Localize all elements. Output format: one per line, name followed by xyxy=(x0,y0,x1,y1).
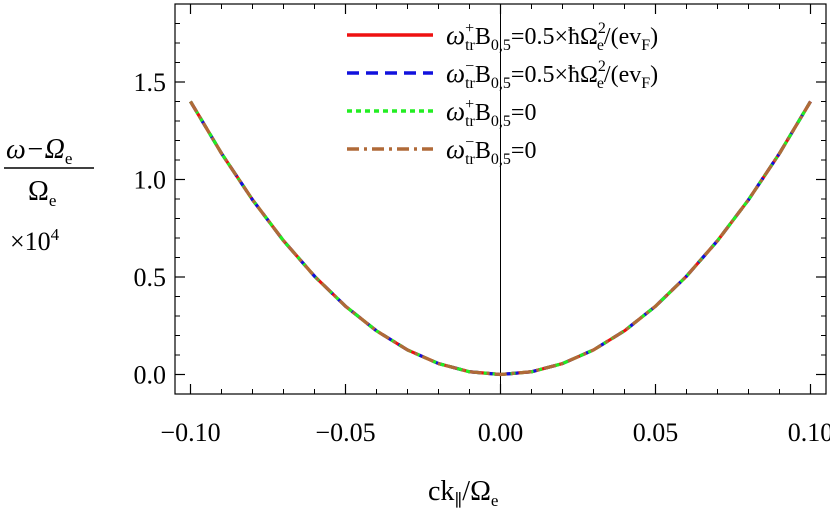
legend-text-part: =0 xyxy=(511,138,537,164)
legend-text-part: ω xyxy=(446,58,465,88)
svg-text:Ωe: Ωe xyxy=(28,176,56,210)
y-tick-label: 1.5 xyxy=(134,68,167,97)
svg-text:ω−Ωe: ω−Ωe xyxy=(6,134,72,168)
y-label-denominator-sub: e xyxy=(49,191,57,210)
legend-entry-3: ω+ trB0,5=0 xyxy=(446,96,536,130)
legend-text-part: 2 xyxy=(598,58,606,75)
legend-text-part: 2 xyxy=(598,20,606,37)
legend-text-part: ) xyxy=(650,62,658,88)
legend-text-part: − xyxy=(465,58,474,75)
legend-entry-2: ω− trB0,5=0.5×ħΩ2 e/(evF) xyxy=(446,58,658,92)
legend-text-part: + xyxy=(465,96,474,113)
legend-text-part: F xyxy=(641,75,650,92)
legend-text-part: B xyxy=(475,62,491,88)
series-line-4 xyxy=(189,100,812,377)
x-axis-label: ck∥/Ωe xyxy=(428,476,498,510)
legend-text-part: ) xyxy=(650,24,658,50)
x-label-main: ck xyxy=(428,476,454,507)
y-tick-label: 1.0 xyxy=(134,166,167,195)
legend-text-part: B xyxy=(475,24,491,50)
x-tick-label: −0.10 xyxy=(160,418,220,447)
y-tick-label: 0.5 xyxy=(134,263,167,292)
svg-text:×104: ×104 xyxy=(10,225,60,256)
y-label-denominator: Ω xyxy=(28,176,49,207)
legend-text-part: 0,5 xyxy=(491,113,511,130)
x-label-sub2: e xyxy=(491,491,499,510)
legend-text-part: 0,5 xyxy=(491,75,511,92)
legend-text-part: tr xyxy=(465,151,475,168)
legend-text-part: tr xyxy=(465,75,475,92)
legend-text-part: e xyxy=(597,75,604,92)
series-group xyxy=(189,100,812,377)
legend-text-part: 0,5 xyxy=(491,37,511,54)
y-label-scale: ×10 xyxy=(10,227,51,256)
ticks: −0.10 −0.05 0.00 0.05 0.10 0.0 0.5 1.0 1.5 xyxy=(134,4,830,447)
legend-text-part: B xyxy=(475,100,491,126)
legend-text-part: F xyxy=(641,37,650,54)
x-label-slash: /Ω xyxy=(462,476,491,507)
legend-text-part: tr xyxy=(465,113,475,130)
legend-text-part: ω xyxy=(446,96,465,126)
x-tick-label: −0.05 xyxy=(315,418,375,447)
x-tick-label: 0.10 xyxy=(788,418,830,447)
legend: ω+ trB0,5=0.5×ħΩ2 e/(evF)ω− trB0,5=0.5×ħΩ2 e… xyxy=(347,20,658,168)
y-tick-label: 0.0 xyxy=(134,361,167,390)
legend-text-part: =0 xyxy=(511,100,537,126)
legend-text-part: ω xyxy=(446,134,465,164)
legend-text-part: 0,5 xyxy=(491,151,511,168)
legend-entry-1: ω+ trB0,5=0.5×ħΩ2 e/(evF) xyxy=(446,20,658,54)
x-label-sub: ∥ xyxy=(454,491,462,510)
legend-text-part: ω xyxy=(446,20,465,50)
svg-text:ck∥/Ωe: ck∥/Ωe xyxy=(428,476,498,510)
legend-text-part: − xyxy=(465,134,474,151)
legend-text-part: =0.5×ħΩ xyxy=(511,24,598,50)
legend-text-part: tr xyxy=(465,37,475,54)
legend-text-part: B xyxy=(475,138,491,164)
legend-entry-4: ω− trB0,5=0 xyxy=(446,134,536,168)
y-label-numerator: ω−Ω xyxy=(6,134,65,165)
legend-text-part: /(ev xyxy=(604,62,641,88)
legend-text-part: e xyxy=(597,37,604,54)
x-tick-label: 0.00 xyxy=(478,418,524,447)
x-tick-label: 0.05 xyxy=(633,418,679,447)
legend-text-part: =0.5×ħΩ xyxy=(511,62,598,88)
y-axis-label: ω−Ωe Ωe ×104 xyxy=(4,134,94,256)
y-label-numerator-sub: e xyxy=(65,149,73,168)
y-label-scale-exp: 4 xyxy=(51,225,60,244)
legend-text-part: + xyxy=(465,20,474,37)
legend-text-part: /(ev xyxy=(604,24,641,50)
